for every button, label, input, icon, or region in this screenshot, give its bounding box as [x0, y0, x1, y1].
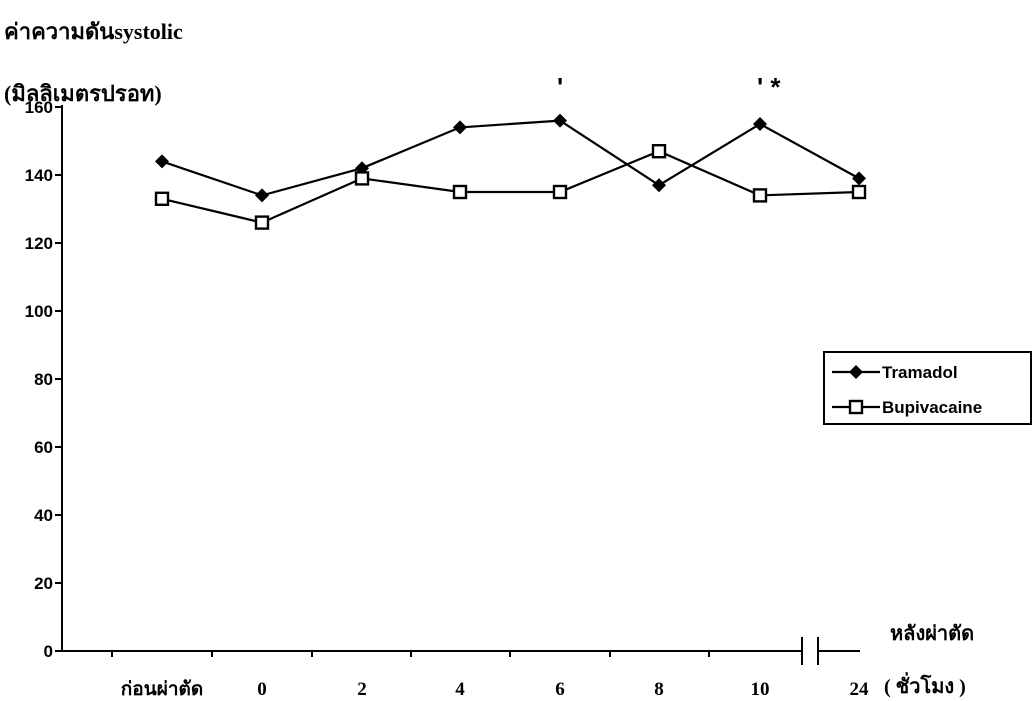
x-tick-label: 8	[654, 679, 664, 700]
data-point-tramadol	[553, 113, 567, 128]
data-point-bupivacaine	[752, 188, 768, 203]
data-point-bupivacaine	[154, 191, 170, 207]
significance-marker: '	[557, 72, 563, 102]
series-line-bupivacaine	[161, 150, 860, 224]
y-axis-title-line2: (มิลลิเมตรปรอท)	[4, 81, 162, 106]
data-point-tramadol	[852, 171, 866, 186]
legend-marker-bupivacaine	[848, 399, 864, 415]
x-tick-label: 24	[850, 679, 870, 700]
legend-label-tramadol: Tramadol	[882, 363, 958, 382]
data-point-tramadol	[453, 120, 467, 135]
y-tick-label: 140	[25, 166, 53, 185]
x-tick-label: 2	[357, 679, 367, 700]
y-tick-label: 20	[34, 574, 53, 593]
data-point-bupivacaine	[552, 184, 568, 200]
y-tick-label: 0	[44, 642, 53, 661]
x-tick-label: 0	[257, 679, 267, 700]
data-point-tramadol	[155, 154, 169, 169]
data-point-tramadol	[652, 178, 666, 193]
x-axis-title-line2: ( ชั่วโมง )	[884, 671, 966, 698]
data-point-bupivacaine	[851, 184, 867, 200]
data-point-bupivacaine	[452, 184, 468, 200]
significance-marker: ' *	[757, 72, 781, 102]
y-tick-label: 120	[25, 234, 53, 253]
y-tick-label: 80	[34, 370, 53, 389]
y-tick-label: 40	[34, 506, 53, 525]
data-point-bupivacaine	[651, 143, 667, 159]
data-point-tramadol	[753, 117, 767, 131]
x-axis-title-line1: หลังผ่าตัด	[890, 623, 974, 645]
legend-label-bupivacaine: Bupivacaine	[882, 398, 982, 417]
y-tick-label: 100	[25, 302, 53, 321]
x-tick-label: 6	[555, 679, 565, 700]
data-point-bupivacaine	[354, 171, 370, 186]
data-point-bupivacaine	[254, 215, 270, 230]
y-axis-title-line1: ค่าความดันsystolic	[4, 19, 183, 44]
y-tick-label: 160	[25, 98, 53, 117]
x-tick-label: 10	[751, 679, 770, 700]
y-tick-label: 60	[34, 438, 53, 457]
x-tick-label: 4	[455, 679, 465, 700]
data-point-tramadol	[255, 188, 269, 203]
x-tick-label: ก่อนผ่าตัด	[121, 679, 203, 700]
series-line-tramadol	[161, 119, 860, 197]
legend-marker-tramadol	[849, 365, 863, 379]
